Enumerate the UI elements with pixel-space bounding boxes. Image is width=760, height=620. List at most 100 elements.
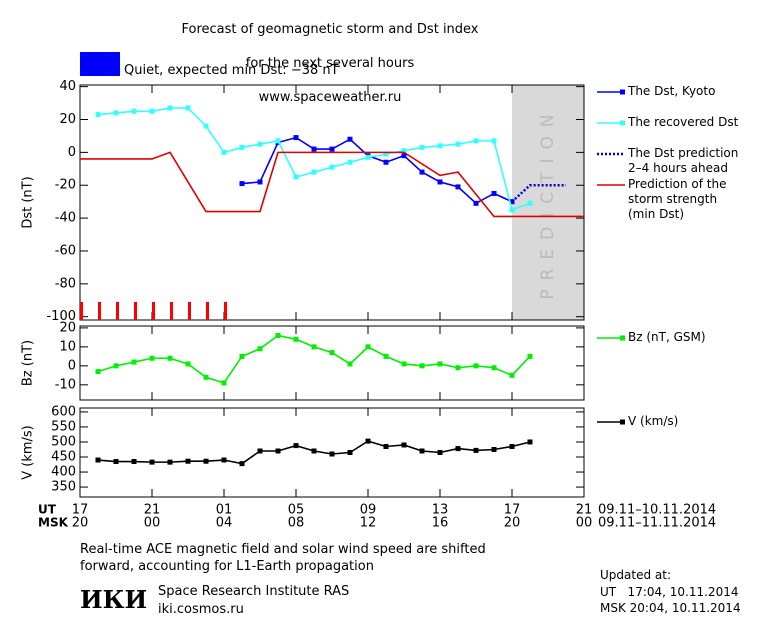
data-point <box>275 138 281 144</box>
x-tick-label: 09 <box>360 503 377 518</box>
y-tick-label: -40 <box>55 211 76 226</box>
x-tick-label: 17 <box>504 503 521 518</box>
x-tick-label-msk: 12 <box>360 516 377 531</box>
data-point <box>95 112 101 118</box>
plot-frame <box>79 84 585 321</box>
data-point <box>95 457 101 463</box>
data-point <box>383 151 389 157</box>
data-point <box>185 458 191 464</box>
data-point <box>329 146 335 152</box>
data-point <box>347 136 353 142</box>
institute: Space Research Institute RAS <box>158 584 350 599</box>
data-point <box>239 144 245 150</box>
x-tick-label: 05 <box>288 503 305 518</box>
y-tick-label: 40 <box>59 79 76 94</box>
data-point <box>293 174 299 180</box>
title-line: www.spaceweather.ru <box>258 90 402 105</box>
data-point <box>239 353 245 359</box>
y-tick-label: -80 <box>55 276 76 291</box>
x-tick-label: 21 <box>144 503 161 518</box>
data-point <box>257 179 263 185</box>
x-tick-label-msk: 16 <box>432 516 449 531</box>
data-point <box>185 105 191 111</box>
data-point <box>509 207 515 213</box>
data-point <box>329 164 335 170</box>
x-tick-label: 13 <box>432 503 449 518</box>
plot-frame <box>79 325 585 401</box>
x-tick-label-msk: 08 <box>288 516 305 531</box>
x-tick-label-msk: 20 <box>72 516 89 531</box>
updated-msk: MSK 20:04, 10.11.2014 <box>600 601 741 615</box>
series-line <box>80 151 584 218</box>
x-tick-label-msk: 20 <box>504 516 521 531</box>
updated-label: Updated at: <box>600 568 671 582</box>
data-point <box>401 153 407 159</box>
x-tick-label-msk: 00 <box>576 516 593 531</box>
data-point <box>329 350 335 356</box>
data-point <box>167 355 173 361</box>
data-point <box>491 138 497 144</box>
legend-label: V (km/s) <box>628 414 679 428</box>
data-point <box>365 438 371 444</box>
series-line <box>97 334 531 384</box>
data-point <box>149 459 155 465</box>
data-point <box>257 346 263 352</box>
data-point <box>437 450 443 455</box>
series-line <box>241 136 513 205</box>
y-tick-label: -60 <box>55 243 76 258</box>
data-point <box>203 123 209 129</box>
data-point <box>473 447 479 453</box>
data-point <box>491 190 497 196</box>
data-point <box>131 359 137 365</box>
data-point <box>293 443 299 449</box>
data-point <box>167 459 173 465</box>
data-point <box>455 446 461 452</box>
legend-marker <box>620 335 625 341</box>
legend-marker <box>620 419 625 425</box>
plot-frame <box>79 407 585 498</box>
data-point <box>239 181 245 187</box>
data-point <box>257 448 263 454</box>
title: Forecast of geomagnetic storm and Dst in… <box>130 4 530 123</box>
data-point <box>275 332 281 338</box>
data-point <box>239 461 245 467</box>
data-point <box>437 179 443 185</box>
data-point <box>221 457 227 463</box>
y-tick-label: -100 <box>46 309 76 324</box>
x-tick-label: 21 <box>576 503 593 518</box>
data-point <box>311 448 317 454</box>
data-point <box>203 458 209 464</box>
y-tick-label: -20 <box>55 178 76 193</box>
data-point <box>149 108 155 114</box>
data-point <box>131 459 137 465</box>
legend-label: The Dst, Kyoto <box>628 84 716 98</box>
y-tick-label: 350 <box>51 480 76 495</box>
x-tick-label-msk: 04 <box>216 516 233 531</box>
status-box <box>80 52 120 76</box>
legend-label: The Dst prediction 2–4 hours ahead <box>628 146 739 175</box>
data-point <box>455 141 461 147</box>
y-axis-label: V (km/s) <box>21 425 36 480</box>
legend-marker <box>620 89 625 95</box>
x-row-label: MSK <box>38 516 69 530</box>
data-point <box>383 443 389 449</box>
data-point <box>293 336 299 342</box>
data-point <box>329 451 335 457</box>
data-point <box>401 361 407 367</box>
marker-bar <box>152 301 155 320</box>
data-point <box>221 149 227 155</box>
data-point <box>419 363 425 369</box>
x-tick-label-msk: 00 <box>144 516 161 531</box>
data-point <box>275 448 281 454</box>
data-point <box>203 374 209 380</box>
updated-ut: UT 17:04, 10.11.2014 <box>600 585 739 599</box>
data-point <box>527 439 533 445</box>
data-point <box>311 344 317 350</box>
data-point <box>491 446 497 452</box>
y-axis-label: Dst (nT) <box>21 176 36 228</box>
data-point <box>527 353 533 359</box>
data-point <box>401 442 407 448</box>
legend-label: Bz (nT, GSM) <box>628 330 706 344</box>
y-tick-label: -10 <box>55 377 76 392</box>
